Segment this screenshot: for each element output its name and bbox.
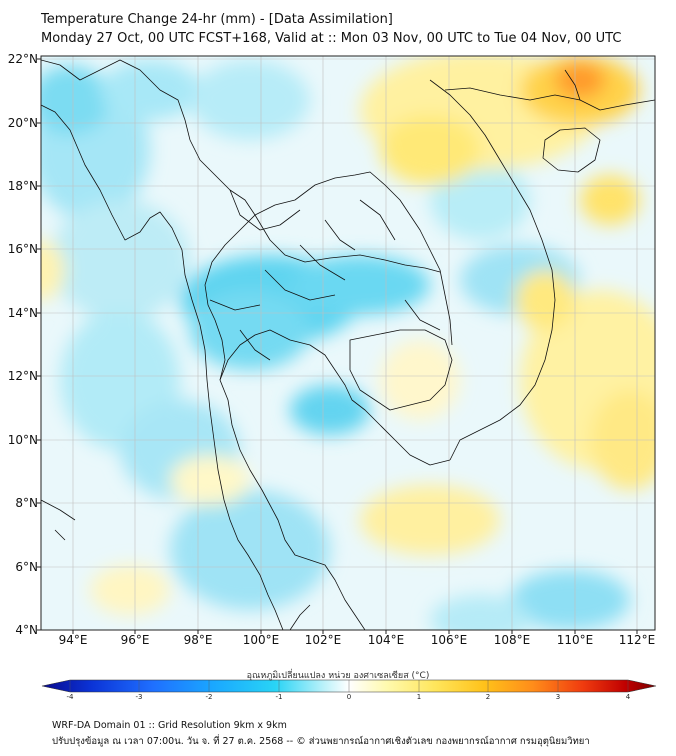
colorbar-tick: 4 [625, 693, 631, 701]
colorbar-title: อุณหภูมิเปลี่ยนแปลง หน่วย องศาเซลเซียส (… [246, 671, 430, 681]
lat-label: 12°N [7, 369, 38, 383]
colorbar [41, 679, 657, 693]
lat-label: 10°N [7, 433, 38, 447]
colorbar-tick: -4 [66, 693, 74, 701]
lon-label: 112°E [618, 633, 656, 647]
footer-update-info: ปรับปรุงข้อมูล ณ เวลา 07:00น. วัน จ. ที่… [52, 736, 590, 747]
temperature-field [41, 56, 655, 630]
map-subtitle: Monday 27 Oct, 00 UTC FCST+168, Valid at… [41, 31, 622, 46]
colorbar-tick: -3 [135, 693, 143, 701]
colorbar-tick: -2 [205, 693, 213, 701]
lat-label: 18°N [7, 179, 38, 193]
colorbar-tick: 2 [485, 693, 491, 701]
lat-label: 16°N [7, 242, 38, 256]
plot-frame [40, 55, 656, 631]
lon-label: 106°E [430, 633, 468, 647]
lon-label: 100°E [242, 633, 280, 647]
colorbar-tick: 3 [555, 693, 561, 701]
lat-label: 4°N [15, 623, 38, 637]
coastlines-and-borders [41, 59, 655, 630]
lon-label: 94°E [58, 633, 88, 647]
lat-label: 14°N [7, 306, 38, 320]
lon-label: 96°E [120, 633, 150, 647]
lat-label: 20°N [7, 116, 38, 130]
footer-model-info: WRF-DA Domain 01 :: Grid Resolution 9km … [52, 720, 287, 731]
lon-label: 102°E [304, 633, 342, 647]
lat-label: 6°N [15, 560, 38, 574]
map-title: Temperature Change 24-hr (mm) - [Data As… [41, 12, 393, 27]
colorbar-tick: -1 [275, 693, 283, 701]
lon-label: 104°E [367, 633, 405, 647]
colorbar-tick: 1 [416, 693, 422, 701]
lat-label: 22°N [7, 52, 38, 66]
lon-label: 108°E [493, 633, 531, 647]
colorbar-tick: 0 [346, 693, 352, 701]
lon-label: 110°E [556, 633, 594, 647]
lon-label: 98°E [183, 633, 213, 647]
lat-label: 8°N [15, 496, 38, 510]
graticule [41, 56, 655, 630]
